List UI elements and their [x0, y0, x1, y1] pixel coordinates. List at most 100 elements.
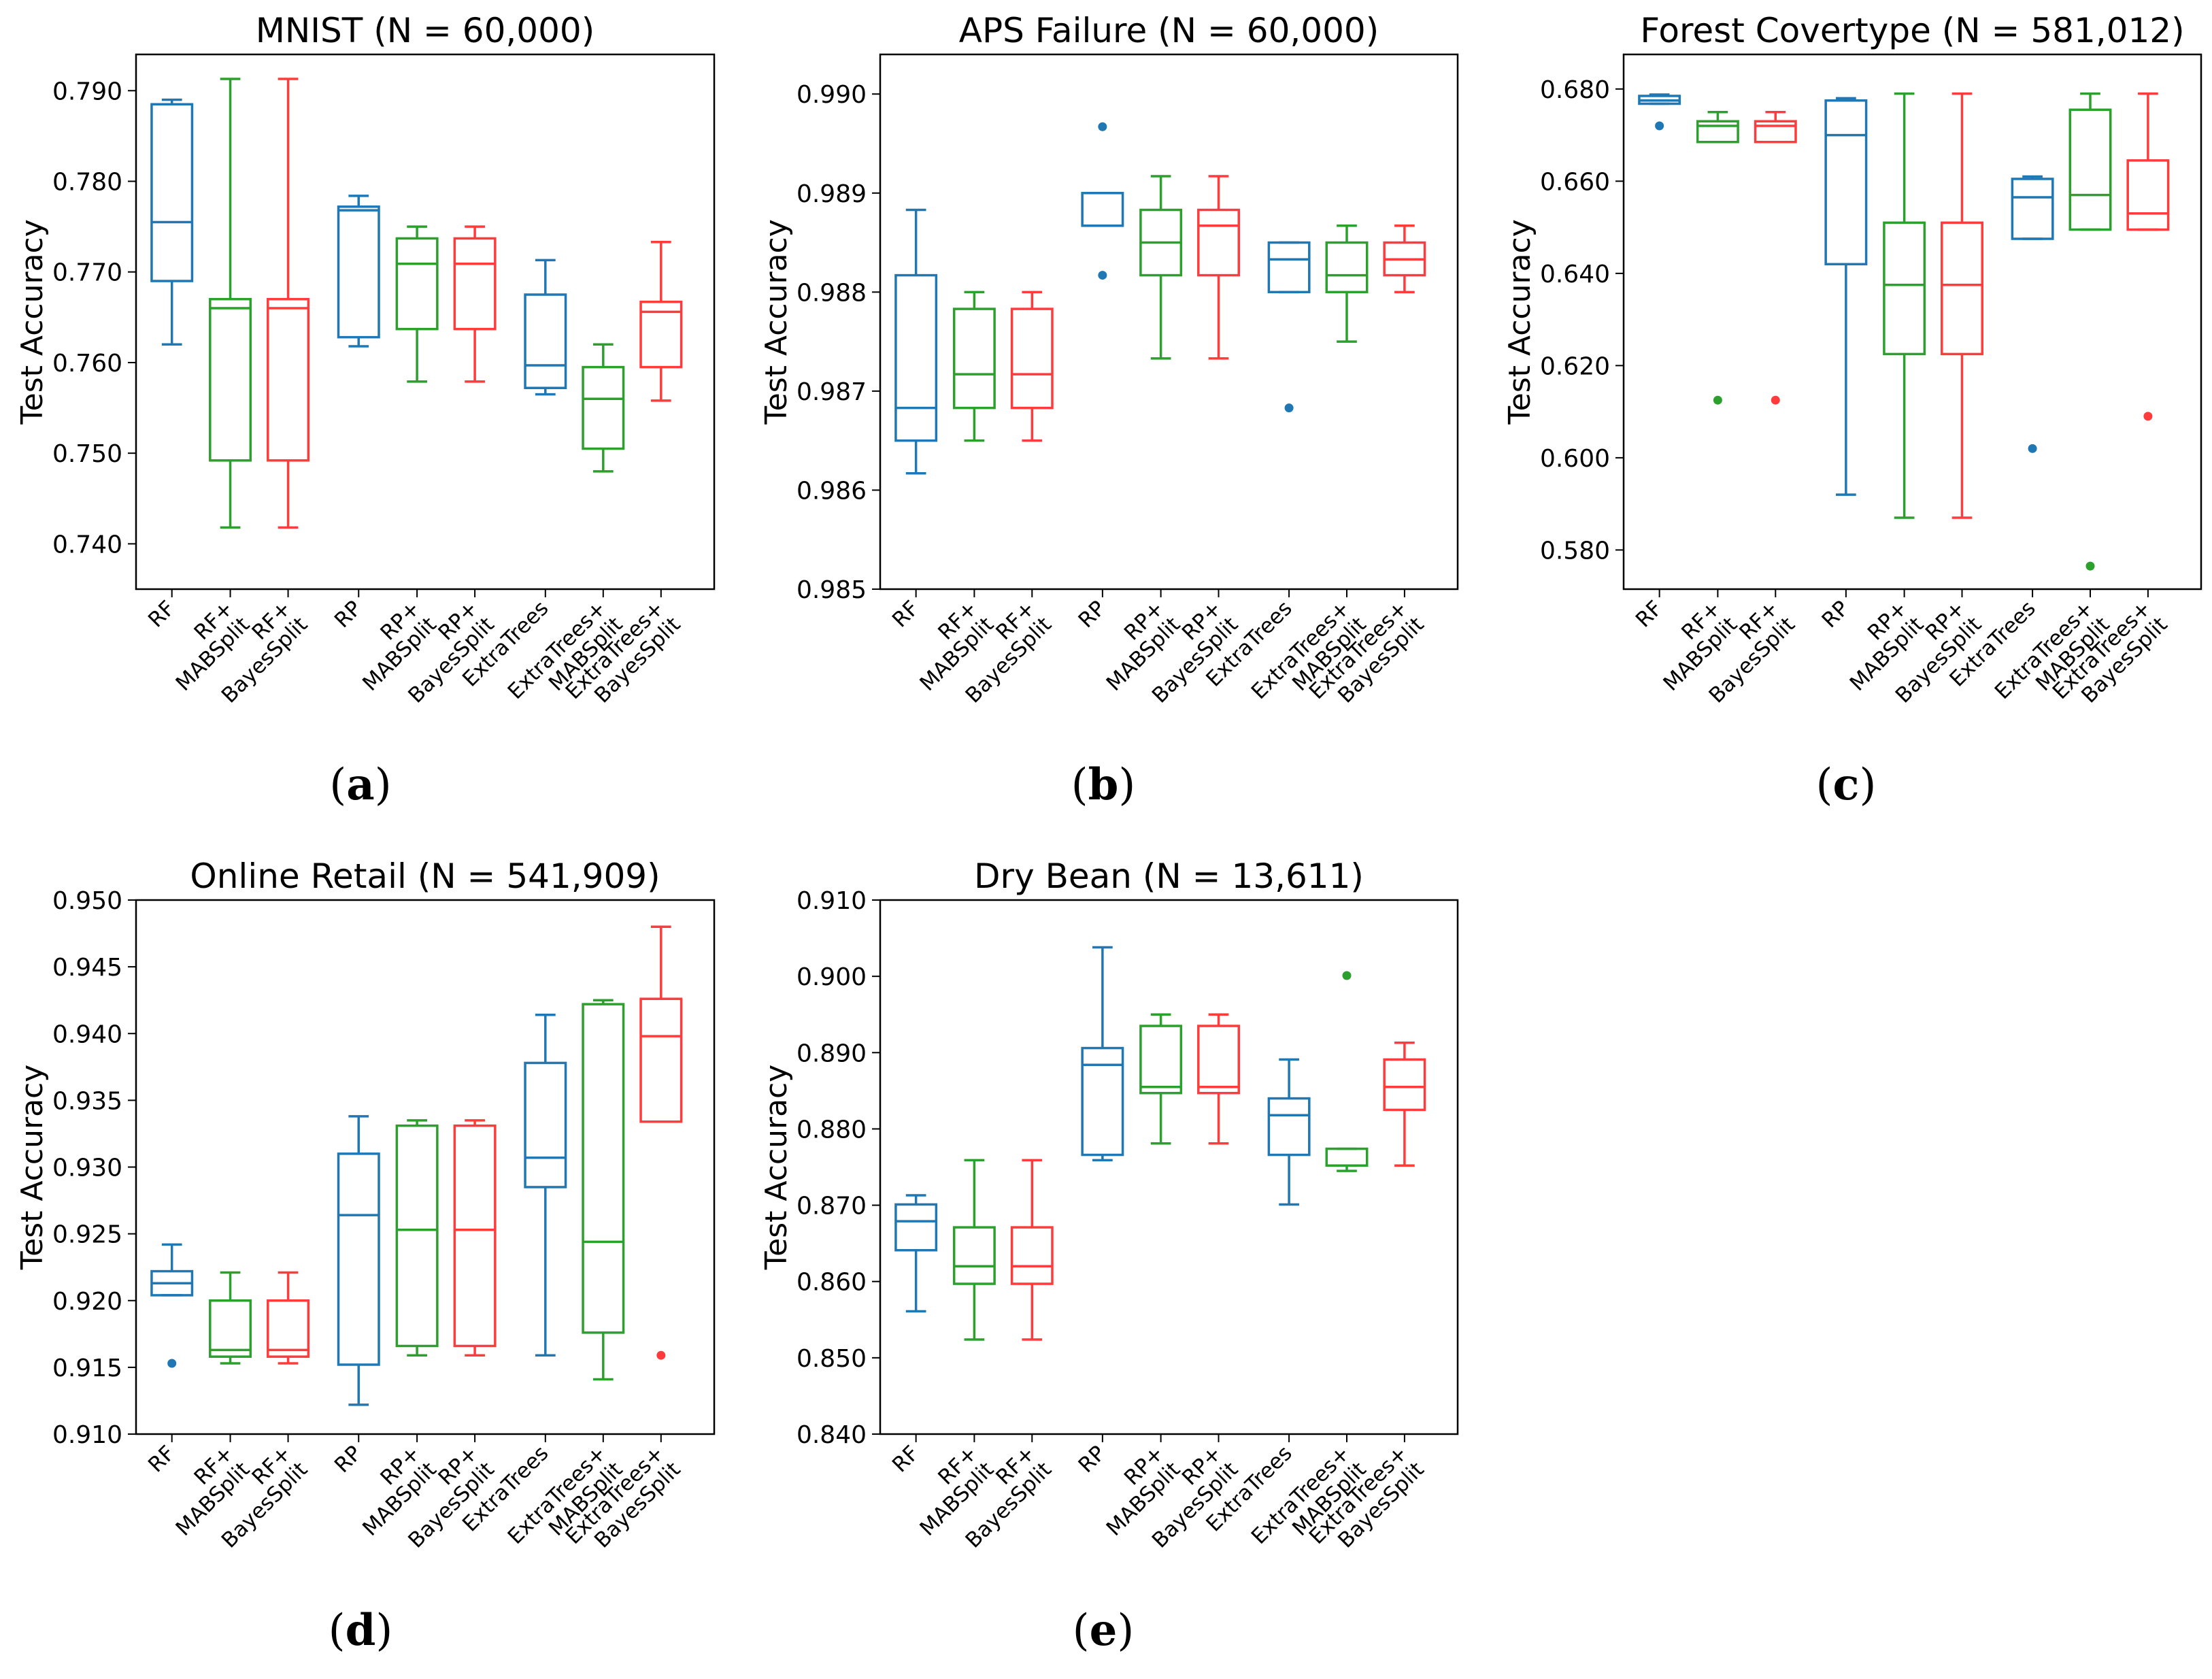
- y-tick-label: 0.840: [797, 1421, 867, 1449]
- y-tick-label: 0.915: [52, 1354, 122, 1382]
- chart-panel-d: Online Retail (N = 541,909) Test Accuracy…: [15, 857, 716, 1656]
- iqr-box: [1267, 241, 1311, 294]
- outlier-point: [1284, 403, 1294, 413]
- x-tick-label: RP: [1074, 1441, 1111, 1478]
- iqr-box: [524, 293, 567, 390]
- iqr-box: [524, 1061, 567, 1188]
- iqr-box: [1197, 208, 1240, 277]
- iqr-box: [1696, 120, 1739, 144]
- chart-panel-e: Dry Bean (N = 13,611) Test Accuracy 0.840 0…: [759, 857, 1459, 1656]
- panel-label: (e): [1073, 1605, 1135, 1656]
- iqr-box: [639, 997, 683, 1123]
- outlier-point: [2143, 412, 2153, 421]
- iqr-box: [453, 1124, 497, 1348]
- iqr-box: [639, 300, 683, 369]
- box-8: [639, 241, 683, 402]
- y-tick-label: 0.580: [1540, 537, 1610, 565]
- iqr-box: [395, 237, 439, 331]
- y-axis-label: Test Accuracy: [1503, 219, 1537, 425]
- y-tick-label: 0.890: [797, 1040, 867, 1067]
- iqr-box: [952, 1226, 996, 1285]
- x-tick-label: RF: [1631, 596, 1667, 632]
- outlier-point: [2085, 561, 2095, 571]
- panel-label-close: ): [375, 760, 392, 810]
- x-tick-label: RF: [144, 596, 180, 632]
- y-tick-label: 0.870: [797, 1193, 867, 1220]
- x-tick-label: RF: [144, 1441, 180, 1477]
- panel-label-close: ): [375, 1606, 392, 1656]
- panel-label-letter: a: [346, 759, 374, 810]
- axes-frame: [879, 899, 1459, 1435]
- box-8: [2126, 92, 2170, 231]
- iqr-box: [582, 1003, 625, 1334]
- panel-label: (b): [1071, 759, 1136, 810]
- x-tick-label-line: RP: [330, 1441, 367, 1478]
- y-axis-label: Test Accuracy: [759, 1065, 794, 1271]
- panel-label: (a): [329, 759, 391, 810]
- iqr-box: [894, 1203, 938, 1252]
- y-tick-label: 0.987: [797, 378, 867, 406]
- y-tick-label: 0.850: [797, 1345, 867, 1373]
- iqr-box: [894, 273, 938, 442]
- y-axis-label: Test Accuracy: [15, 219, 50, 425]
- chart-panel-a: MNIST (N = 60,000) Test Accuracy 0.740 0.75…: [15, 11, 716, 810]
- axes-frame: [1622, 53, 2202, 591]
- y-tick-label: 0.770: [52, 259, 122, 287]
- box-4: [1883, 92, 1926, 519]
- box-4: [395, 1119, 439, 1357]
- x-tick-label-line: RF: [144, 1441, 180, 1477]
- panel-label-letter: e: [1090, 1605, 1118, 1656]
- iqr-box: [1081, 192, 1124, 227]
- y-tick-label: 0.780: [52, 169, 122, 197]
- y-tick-label: 0.640: [1540, 261, 1610, 288]
- y-tick-label: 0.910: [52, 1421, 122, 1449]
- box-3: [337, 195, 380, 348]
- y-tick-label: 0.925: [52, 1221, 122, 1249]
- iqr-box: [1941, 221, 1983, 356]
- box-6: [524, 259, 567, 396]
- box-7: [2068, 92, 2112, 231]
- outlier-point: [2028, 444, 2037, 453]
- chart-panel-c: Forest Covertype (N = 581,012) Test Accur…: [1503, 11, 2202, 810]
- box-2: [267, 1271, 310, 1365]
- iqr-box: [150, 103, 194, 282]
- box-0: [894, 1194, 938, 1313]
- box-1: [209, 78, 252, 529]
- x-tick-label-line: RP: [330, 596, 367, 633]
- x-tick-label: RF: [888, 1441, 924, 1477]
- outlier-point: [1713, 395, 1722, 405]
- axes-frame: [135, 899, 716, 1435]
- box-6: [524, 1014, 567, 1357]
- chart-title: MNIST (N = 60,000): [256, 11, 595, 50]
- box-4: [1139, 175, 1183, 360]
- outlier-point: [1098, 271, 1107, 280]
- chart-title: Forest Covertype (N = 581,012): [1640, 11, 2184, 50]
- box-8: [1383, 1041, 1426, 1167]
- box-8: [639, 925, 683, 1123]
- y-tick-label: 0.790: [52, 78, 122, 105]
- y-tick-label: 0.910: [797, 887, 867, 915]
- y-tick-label: 0.680: [1540, 76, 1610, 104]
- box-1: [1696, 110, 1739, 144]
- box-3: [1081, 192, 1124, 227]
- iqr-box: [1883, 221, 1926, 356]
- box-2: [1010, 290, 1054, 442]
- y-tick-label: 0.860: [797, 1269, 867, 1297]
- x-tick-label-line: RF: [144, 596, 180, 632]
- iqr-box: [2126, 159, 2170, 231]
- box-6: [1267, 1058, 1311, 1206]
- y-tick-label: 0.945: [52, 954, 122, 982]
- iqr-box: [2068, 108, 2112, 231]
- box-8: [1383, 225, 1426, 294]
- x-tick-label: RP: [1074, 596, 1111, 633]
- box-1: [209, 1271, 252, 1365]
- iqr-box: [395, 1124, 439, 1348]
- box-1: [952, 1159, 996, 1341]
- outlier-point: [1098, 122, 1107, 131]
- box-3: [1081, 946, 1124, 1162]
- outlier-point: [1655, 121, 1664, 131]
- y-tick-label: 0.990: [797, 81, 867, 109]
- box-1: [952, 290, 996, 442]
- chart-panel-b: APS Failure (N = 60,000)Test Accuracy0.9…: [759, 11, 1459, 810]
- box-0: [1638, 93, 1681, 105]
